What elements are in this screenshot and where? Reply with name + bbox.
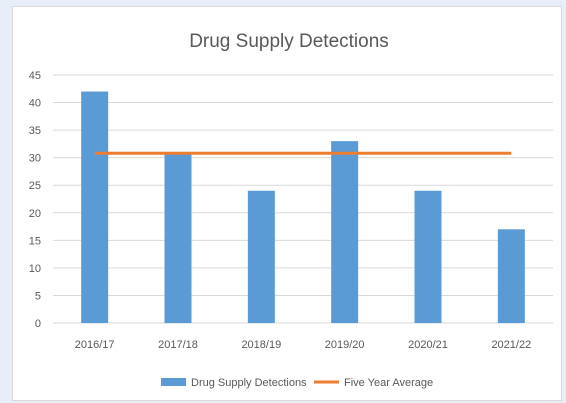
x-tick-label: 2021/22 — [491, 339, 531, 351]
gridlines — [53, 74, 553, 324]
chart-title: Drug Supply Detections — [189, 31, 389, 52]
chart: Drug Supply Detections 0 5 10 15 20 25 30 35 40 4… — [29, 31, 553, 389]
y-tick-label: 20 — [29, 208, 41, 220]
y-tick-label: 40 — [29, 98, 41, 110]
bar-2018-19 — [247, 190, 275, 323]
bar-2021-22 — [497, 229, 525, 323]
bar-2017-18 — [164, 152, 192, 323]
bar-2016-17 — [81, 91, 109, 324]
legend-swatch-bars — [161, 378, 186, 386]
y-tick-label: 30 — [29, 153, 41, 165]
y-tick-label: 25 — [29, 180, 41, 192]
legend-label-line: Five Year Average — [344, 377, 433, 389]
y-tick-label: 45 — [29, 70, 41, 82]
y-tick-label: 0 — [35, 318, 41, 330]
x-tick-label: 2016/17 — [75, 339, 115, 351]
bar-2020-21 — [414, 190, 442, 323]
bar-series — [81, 91, 525, 324]
y-tick-label: 35 — [29, 125, 41, 137]
legend: Drug Supply Detections Five Year Average — [161, 377, 433, 389]
x-axis-ticks: 2016/17 2017/18 2018/19 2019/20 2020/21 2021/… — [75, 339, 531, 351]
x-tick-label: 2019/20 — [325, 339, 365, 351]
bar-2019-20 — [331, 141, 359, 323]
x-tick-label: 2018/19 — [241, 339, 281, 351]
y-tick-label: 15 — [29, 235, 41, 247]
chart-card: Drug Supply Detections 0 5 10 15 20 25 30 35 40 4… — [12, 6, 562, 401]
y-axis-ticks: 0 5 10 15 20 25 30 35 40 45 — [29, 70, 41, 330]
legend-label-bars: Drug Supply Detections — [191, 377, 307, 389]
x-tick-label: 2017/18 — [158, 339, 198, 351]
y-tick-label: 5 — [35, 290, 41, 302]
x-tick-label: 2020/21 — [408, 339, 448, 351]
y-tick-label: 10 — [29, 263, 41, 275]
